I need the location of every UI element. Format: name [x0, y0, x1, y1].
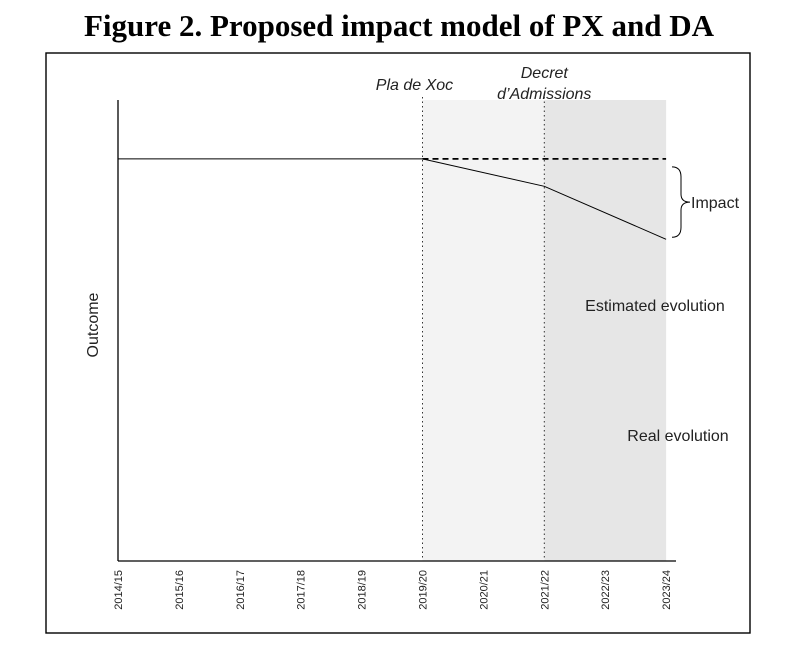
impact-brace: [671, 166, 691, 238]
x-tick-label: 2021/22: [539, 570, 551, 610]
event-shade-1: [422, 100, 545, 561]
x-tick-label: 2019/20: [418, 570, 430, 610]
event-label-decret-line-1: Decret: [521, 65, 569, 82]
real-evolution-line: [118, 158, 667, 240]
event-label-pla-de-xoc: Pla de Xoc: [376, 77, 453, 94]
x-tick-label: 2018/19: [357, 570, 369, 610]
x-tick-label: 2017/18: [296, 570, 308, 610]
event-label-decret-line-2: d’Admissions: [497, 86, 591, 103]
impact-label: Impact: [691, 195, 740, 212]
x-tick-label: 2020/21: [478, 570, 490, 610]
x-tick-label: 2023/24: [661, 570, 673, 610]
figure-title: Figure 2. Proposed impact model of PX an…: [83, 8, 715, 43]
real-evolution-label: Real evolution: [627, 428, 728, 445]
estimated-evolution-label: Estimated evolution: [585, 298, 725, 315]
x-tick-label: 2022/23: [600, 570, 612, 610]
x-tick-label: 2014/15: [113, 570, 125, 610]
x-tick-label: 2016/17: [235, 570, 247, 610]
figure-frame: [45, 52, 751, 634]
y-axis-label: Outcome: [85, 292, 102, 357]
event-shade-2: [544, 100, 667, 561]
x-tick-label: 2015/16: [174, 570, 186, 610]
